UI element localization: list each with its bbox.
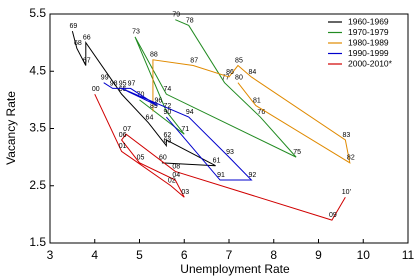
y-tick-label: 3.5 bbox=[29, 121, 46, 135]
x-tick-label: 11 bbox=[402, 248, 415, 262]
y-axis-label: Vacancy Rate bbox=[4, 91, 18, 165]
point-label: 66 bbox=[83, 34, 91, 41]
x-tick-label: 3 bbox=[47, 248, 54, 262]
legend-label: 2000-2010* bbox=[348, 58, 393, 68]
point-label: 74 bbox=[163, 86, 171, 93]
series-line bbox=[103, 82, 253, 181]
point-label: 04 bbox=[172, 172, 180, 179]
point-label: 93 bbox=[226, 149, 234, 156]
point-label: 99 bbox=[101, 75, 109, 82]
series-line bbox=[152, 59, 351, 164]
point-label: 90 bbox=[163, 109, 171, 116]
point-label: 96 bbox=[155, 97, 163, 104]
point-label: 98 bbox=[110, 80, 118, 87]
point-label: 91 bbox=[217, 172, 225, 179]
point-label: 71 bbox=[181, 126, 189, 133]
x-tick-label: 6 bbox=[181, 248, 188, 262]
legend-label: 1980-1989 bbox=[348, 37, 389, 47]
x-tick-label: 7 bbox=[226, 248, 233, 262]
point-label: 86 bbox=[226, 69, 234, 76]
y-tick-label: 4.5 bbox=[29, 63, 46, 77]
legend-label: 1990-1999 bbox=[348, 48, 389, 58]
point-label: 65 bbox=[119, 86, 127, 93]
point-label: 05 bbox=[137, 155, 145, 162]
y-tick-label: 5.5 bbox=[29, 6, 46, 20]
point-label: 83 bbox=[342, 132, 350, 139]
series-line bbox=[94, 93, 346, 221]
point-label: 01 bbox=[119, 143, 127, 150]
point-label: 75 bbox=[293, 149, 301, 156]
point-label: 76 bbox=[257, 109, 265, 116]
point-label: 73 bbox=[132, 29, 140, 36]
point-label: 97 bbox=[128, 80, 136, 87]
point-label: 92 bbox=[248, 172, 256, 179]
point-label: 03 bbox=[181, 189, 189, 196]
y-tick-label: 2.5 bbox=[29, 178, 46, 192]
point-label: 89 bbox=[150, 103, 158, 110]
x-tick-label: 4 bbox=[91, 248, 98, 262]
point-label: 67 bbox=[83, 57, 91, 64]
point-label: 88 bbox=[150, 52, 158, 59]
point-label: 85 bbox=[235, 57, 243, 64]
point-label: 61 bbox=[213, 158, 221, 165]
x-tick-label: 10 bbox=[357, 248, 371, 262]
legend-label: 1960-1969 bbox=[348, 16, 389, 26]
point-label: 78 bbox=[186, 17, 194, 24]
point-label: 63 bbox=[163, 138, 171, 145]
x-tick-label: 8 bbox=[270, 248, 277, 262]
point-label: 62 bbox=[163, 132, 171, 139]
point-label: 60 bbox=[159, 155, 167, 162]
point-label: 81 bbox=[253, 97, 261, 104]
x-axis-label: Unemployment Rate bbox=[180, 262, 290, 276]
point-label: 02 bbox=[168, 178, 176, 185]
series-line bbox=[71, 31, 216, 167]
point-label: 94 bbox=[186, 109, 194, 116]
point-label: 79 bbox=[172, 12, 180, 19]
point-label: 09 bbox=[329, 212, 337, 219]
point-label: 69 bbox=[69, 23, 77, 30]
point-label: 07 bbox=[123, 126, 131, 133]
point-label: 08 bbox=[172, 163, 180, 170]
legend-label: 1970-1979 bbox=[348, 27, 389, 37]
series-line bbox=[134, 19, 297, 158]
point-label: 10' bbox=[342, 189, 351, 196]
point-label: 80 bbox=[235, 75, 243, 82]
point-label: 77 bbox=[222, 75, 230, 82]
point-label: 64 bbox=[146, 115, 154, 122]
point-label: 06 bbox=[119, 132, 127, 139]
y-tick-label: 1.5 bbox=[29, 235, 46, 249]
point-label: 72 bbox=[163, 103, 171, 110]
point-label: 84 bbox=[248, 69, 256, 76]
x-tick-label: 9 bbox=[315, 248, 322, 262]
point-label: 87 bbox=[190, 57, 198, 64]
point-label: 95 bbox=[119, 80, 127, 87]
x-tick-label: 5 bbox=[136, 248, 143, 262]
point-label: 82 bbox=[347, 155, 355, 162]
point-label: 00 bbox=[92, 86, 100, 93]
point-label: 68 bbox=[74, 40, 82, 47]
